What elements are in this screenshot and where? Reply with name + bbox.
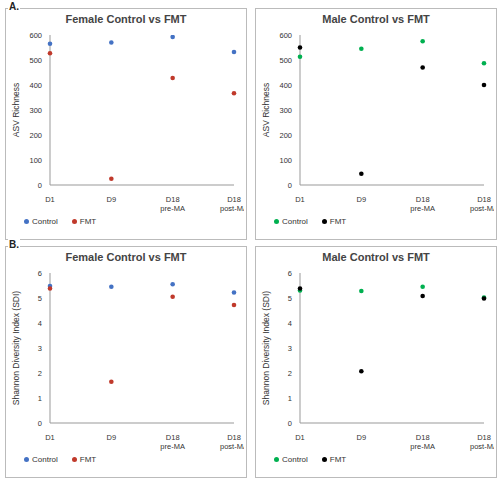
- svg-text:3: 3: [288, 344, 292, 353]
- html-text:Female Control vs FMT: Female Control vs FMT: [65, 251, 187, 263]
- svg-text:5: 5: [288, 294, 292, 303]
- svg-text:6: 6: [38, 269, 42, 278]
- svg-text:ASV Richness: ASV Richness: [261, 83, 271, 137]
- svg-text:4: 4: [38, 319, 42, 328]
- svg-text:1: 1: [38, 394, 42, 403]
- html-text:Control: Control: [282, 455, 308, 464]
- html-text:FMT: FMT: [329, 455, 347, 464]
- svg-text:pre-MA: pre-MA: [410, 204, 435, 213]
- html-text:B.: B.: [9, 239, 19, 250]
- svg-text:Shannon Diversity Index (SDI): Shannon Diversity Index (SDI): [11, 291, 21, 405]
- svg-text:D18: D18: [477, 195, 491, 204]
- html-text:Control: Control: [32, 455, 58, 464]
- svg-text:6: 6: [288, 269, 292, 278]
- svg-text:100: 100: [279, 156, 292, 165]
- svg-text:D18: D18: [166, 433, 180, 442]
- svg-text:D18: D18: [227, 195, 241, 204]
- svg-text:100: 100: [29, 156, 42, 165]
- svg-text:D9: D9: [357, 195, 367, 204]
- svg-text:400: 400: [279, 81, 292, 90]
- html-text:Female Control vs FMT: Female Control vs FMT: [65, 13, 187, 25]
- svg-text:D1: D1: [295, 433, 305, 442]
- svg-text:D18: D18: [416, 195, 430, 204]
- svg-text:600: 600: [279, 31, 292, 40]
- svg-text:0: 0: [288, 181, 292, 190]
- svg-text:post-MA: post-MA: [470, 204, 492, 213]
- svg-text:D18: D18: [416, 433, 430, 442]
- html-text:Male Control vs FMT: Male Control vs FMT: [322, 13, 430, 25]
- svg-text:500: 500: [279, 56, 292, 65]
- svg-text:pre-MA: pre-MA: [410, 442, 435, 451]
- svg-text:400: 400: [29, 81, 42, 90]
- html-text:FMT: FMT: [79, 217, 97, 226]
- svg-text:200: 200: [29, 131, 42, 140]
- svg-text:0: 0: [38, 419, 42, 428]
- svg-text:300: 300: [279, 106, 292, 115]
- html-text:Male Control vs FMT: Male Control vs FMT: [322, 251, 430, 263]
- svg-text:post-MA: post-MA: [220, 442, 244, 451]
- svg-text:D1: D1: [45, 195, 55, 204]
- html-text:FMT: FMT: [329, 217, 347, 226]
- svg-text:D9: D9: [107, 195, 117, 204]
- svg-text:0: 0: [38, 181, 42, 190]
- svg-text:0: 0: [288, 419, 292, 428]
- svg-text:post-MA: post-MA: [220, 204, 244, 213]
- svg-text:pre-MA: pre-MA: [160, 442, 185, 451]
- svg-text:D18: D18: [477, 433, 491, 442]
- svg-text:pre-MA: pre-MA: [160, 204, 185, 213]
- html-text:Control: Control: [282, 217, 308, 226]
- html-text:A.: A.: [9, 1, 19, 12]
- svg-text:4: 4: [288, 319, 292, 328]
- svg-text:5: 5: [38, 294, 42, 303]
- svg-text:2: 2: [38, 369, 42, 378]
- svg-text:Shannon Diversity Index (SDI): Shannon Diversity Index (SDI): [261, 291, 271, 405]
- svg-text:D9: D9: [357, 433, 367, 442]
- svg-text:D18: D18: [227, 433, 241, 442]
- svg-text:D1: D1: [295, 195, 305, 204]
- svg-text:1: 1: [288, 394, 292, 403]
- svg-text:200: 200: [279, 131, 292, 140]
- svg-text:post-MA: post-MA: [470, 442, 492, 451]
- html-text:FMT: FMT: [79, 455, 97, 464]
- svg-text:2: 2: [288, 369, 292, 378]
- svg-text:3: 3: [38, 344, 42, 353]
- svg-text:300: 300: [29, 106, 42, 115]
- svg-text:D1: D1: [45, 433, 55, 442]
- svg-text:ASV Richness: ASV Richness: [11, 83, 21, 137]
- svg-text:500: 500: [29, 56, 42, 65]
- svg-text:600: 600: [29, 31, 42, 40]
- html-text:Control: Control: [32, 217, 58, 226]
- svg-text:D18: D18: [166, 195, 180, 204]
- svg-text:D9: D9: [107, 433, 117, 442]
